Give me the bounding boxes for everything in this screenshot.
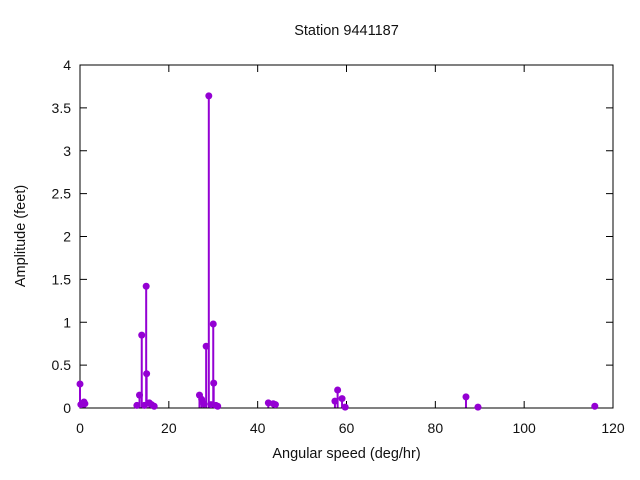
data-point [462,393,470,401]
y-tick-label: 3.5 [52,100,72,116]
x-tick-label: 40 [250,420,266,436]
data-point [150,402,158,410]
x-tick-label: 80 [428,420,444,436]
y-tick-label: 4 [63,57,71,73]
data-point [143,370,151,378]
y-tick-label: 1 [63,314,71,330]
x-tick-label: 120 [601,420,625,436]
y-tick-label: 2.5 [52,186,72,202]
x-tick-label: 60 [339,420,355,436]
x-tick-label: 0 [76,420,84,436]
chart-title: Station 9441187 [294,23,399,39]
data-point [138,331,146,339]
y-tick-label: 0.5 [52,357,72,373]
data-point [338,395,346,403]
data-point [209,320,217,328]
y-tick-label: 2 [63,229,71,245]
x-tick-label: 100 [512,420,536,436]
x-tick-label: 20 [161,420,177,436]
data-point [205,92,213,100]
y-tick-label: 3 [63,143,71,159]
data-point [76,380,84,388]
y-axis-label: Amplitude (feet) [13,184,29,288]
x-axis-label: Angular speed (deg/hr) [272,446,421,462]
data-point [81,400,89,408]
data-point [210,379,218,387]
data-point [334,386,342,394]
data-point [474,403,482,411]
plot-frame [79,64,614,409]
y-tick-label: 1.5 [52,271,72,287]
data-point [271,401,279,409]
data-point [142,282,150,290]
data-point [341,403,349,411]
data-point [591,402,599,410]
y-tick-label: 0 [63,400,71,416]
data-point [214,402,222,410]
